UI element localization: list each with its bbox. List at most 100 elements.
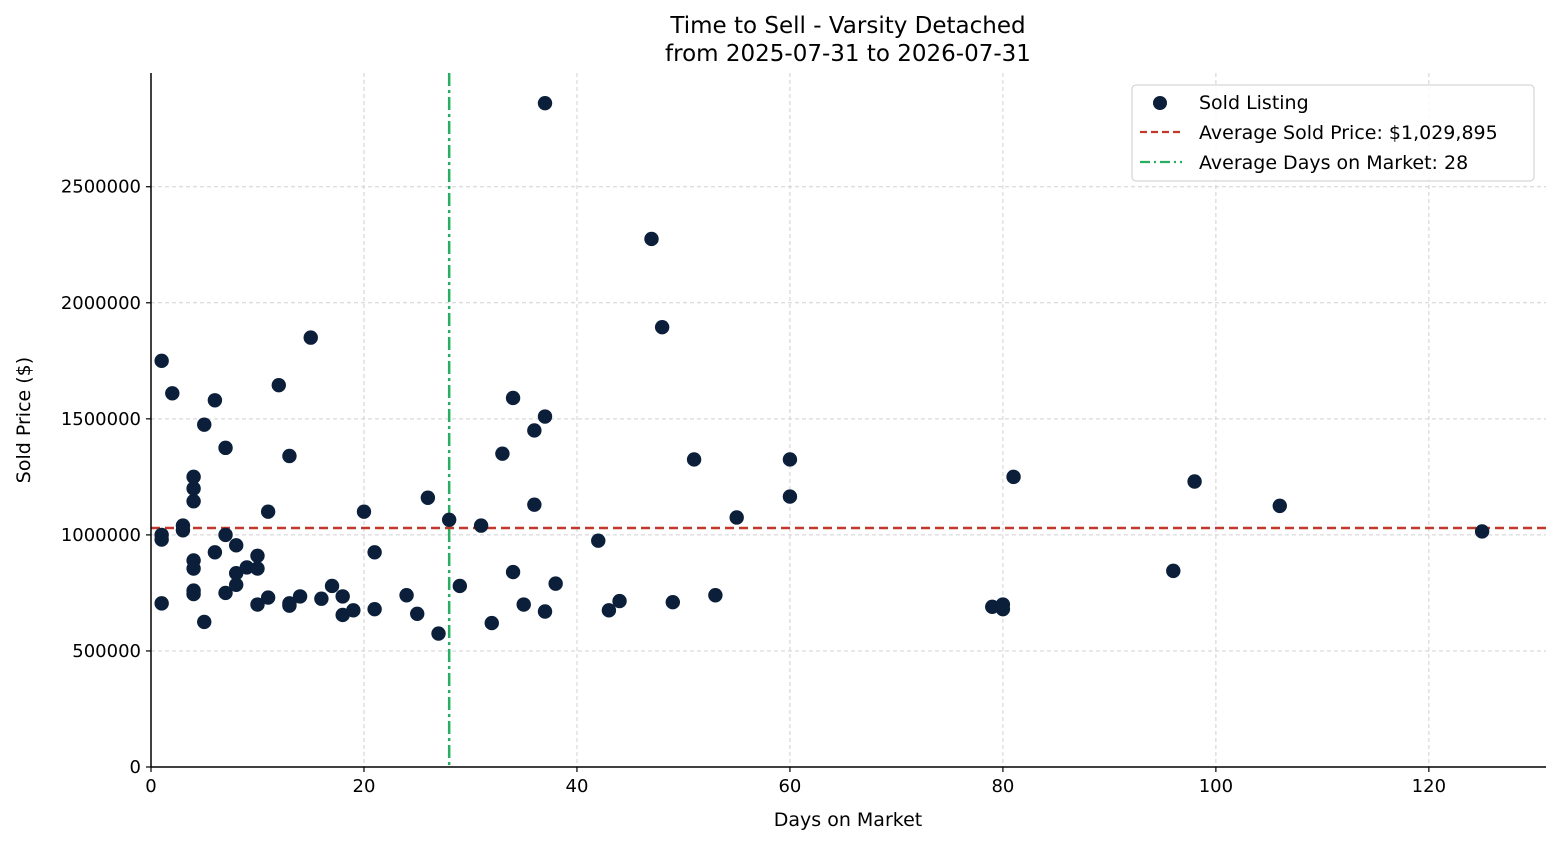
data-point (452, 578, 468, 594)
y-axis-label: Sold Price ($) (13, 357, 35, 483)
data-point (186, 494, 201, 509)
data-point (154, 353, 169, 369)
data-point (197, 614, 212, 630)
data-point (303, 330, 318, 345)
data-point (228, 538, 244, 553)
data-point (1006, 469, 1021, 485)
data-point (186, 481, 201, 496)
data-point (505, 564, 521, 580)
data-point (314, 591, 329, 606)
chart-subtitle: from 2025-07-31 to 2026-07-31 (665, 41, 1031, 67)
data-point (186, 561, 201, 576)
data-point (420, 490, 436, 505)
data-point (154, 527, 169, 543)
x-tick-label: 40 (566, 776, 589, 797)
data-point (207, 393, 223, 408)
data-point (1272, 498, 1287, 514)
y-tick-label: 2500000 (61, 177, 141, 198)
data-point (282, 598, 297, 613)
x-tick-label: 100 (1199, 776, 1233, 797)
data-point (1166, 563, 1181, 579)
data-point (995, 601, 1011, 617)
legend-label-avg-price: Average Sold Price: $1,029,895 (1199, 122, 1498, 144)
chart-title: Time to Sell - Varsity Detached (669, 13, 1025, 39)
data-point (505, 390, 521, 406)
y-tick-label: 1500000 (61, 409, 141, 430)
data-point (399, 588, 414, 603)
data-point (356, 504, 372, 519)
data-point (484, 615, 499, 631)
data-point (218, 527, 233, 543)
reference-lines (151, 73, 1546, 767)
data-point (260, 590, 276, 605)
y-tick-label: 0 (130, 757, 141, 778)
data-point (154, 596, 169, 611)
data-point (175, 523, 191, 538)
data-point (473, 518, 489, 533)
data-point (537, 95, 553, 111)
x-tick-label: 20 (353, 776, 376, 797)
data-point (292, 589, 308, 604)
data-point (654, 319, 670, 335)
data-point (527, 497, 542, 512)
data-point (601, 603, 617, 618)
data-point (186, 586, 201, 602)
data-point (186, 469, 201, 485)
data-point (1474, 524, 1490, 539)
data-point (516, 597, 531, 612)
legend-label-sold-listing: Sold Listing (1199, 92, 1309, 114)
data-point (197, 417, 212, 432)
data-point (207, 545, 223, 560)
data-point (346, 603, 361, 618)
y-tick-label: 1000000 (61, 525, 141, 546)
data-point (324, 578, 340, 594)
grid (151, 73, 1546, 767)
axis-ticks: 0 20 40 60 80 100 120 0 500000 1000000 1500000 2000… (61, 177, 1446, 797)
data-point (782, 489, 798, 504)
y-tick-label: 500000 (72, 641, 141, 662)
data-point (729, 510, 744, 525)
data-points (154, 95, 1490, 641)
data-point (165, 386, 180, 401)
data-point (527, 423, 542, 438)
data-point (1187, 474, 1202, 489)
data-point (591, 533, 606, 548)
data-point (644, 231, 659, 247)
data-point (250, 548, 265, 563)
data-point (250, 561, 265, 576)
data-point (686, 452, 702, 467)
data-point (495, 446, 510, 461)
data-point (410, 606, 425, 622)
data-point (335, 589, 350, 604)
data-point (367, 545, 382, 560)
x-tick-label: 120 (1412, 776, 1446, 797)
data-point (665, 595, 680, 610)
x-tick-label: 80 (991, 776, 1014, 797)
data-point (708, 588, 723, 603)
data-point (228, 565, 244, 581)
legend-box (1131, 84, 1535, 182)
x-tick-label: 60 (778, 776, 801, 797)
legend-marker-sold-listing (1153, 96, 1167, 110)
x-axis-label: Days on Market (774, 809, 922, 831)
data-point (548, 576, 563, 591)
data-point (537, 604, 553, 619)
data-point (260, 504, 276, 519)
data-point (782, 452, 798, 467)
data-point (218, 440, 233, 456)
data-point (250, 597, 265, 612)
y-tick-label: 2000000 (61, 293, 141, 314)
legend: Sold Listing Average Sold Price: $1,029,… (1131, 84, 1535, 182)
data-point (431, 626, 446, 641)
data-point (271, 377, 286, 393)
data-point (282, 448, 297, 464)
data-point (367, 601, 382, 617)
data-point (441, 512, 457, 528)
data-point (218, 585, 233, 601)
data-point (228, 577, 244, 592)
x-tick-label: 0 (145, 776, 156, 797)
data-point (239, 560, 255, 575)
legend-label-avg-days: Average Days on Market: 28 (1199, 152, 1468, 174)
data-point (612, 593, 627, 609)
